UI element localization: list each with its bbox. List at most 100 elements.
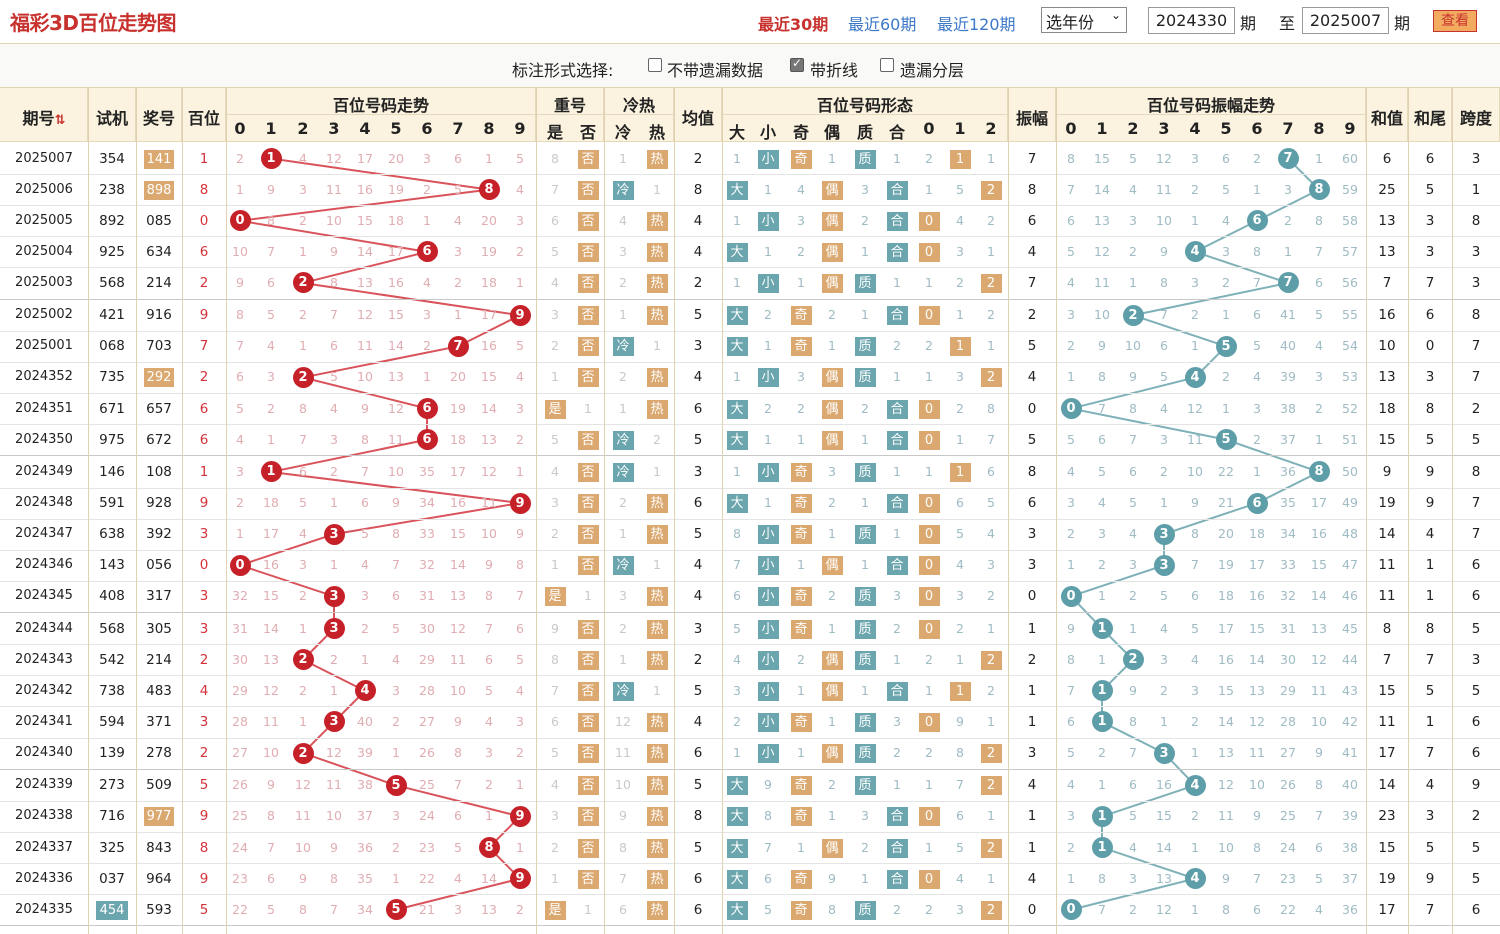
amp-cell: 4 xyxy=(1027,777,1037,794)
form-cell: 奇 xyxy=(787,462,815,482)
trend-miss: 4 xyxy=(392,651,400,667)
amp-miss: 2 xyxy=(1160,463,1168,479)
layer-checkbox[interactable] xyxy=(880,58,894,72)
layer-label[interactable]: 遗漏分层 xyxy=(900,61,965,80)
form-badge: 偶 xyxy=(821,273,843,293)
hotcold-cell: 热 xyxy=(643,525,671,545)
hotcold-cell: 冷 xyxy=(609,462,637,482)
span-cell: 8 xyxy=(1471,307,1481,324)
column-divider xyxy=(1008,88,1009,934)
form-miss: 1 xyxy=(893,274,901,290)
recent-120-link[interactable]: 最近120期 xyxy=(937,15,1016,34)
form-cell: 大 xyxy=(723,430,751,450)
form-cell: 2 xyxy=(977,368,1005,388)
start-issue-input[interactable]: 2024330 xyxy=(1148,7,1235,34)
win-cell: 056 xyxy=(146,557,172,574)
hot-badge: 热 xyxy=(646,149,668,169)
test-cell: 671 xyxy=(99,400,125,417)
form-cell: 偶 xyxy=(818,242,846,262)
trend-miss: 3 xyxy=(392,808,400,824)
hot-badge: 热 xyxy=(646,807,668,827)
year-select[interactable]: 选年份 ⌄ xyxy=(1041,7,1127,33)
form-miss: 3 xyxy=(861,181,869,197)
recent-60-link[interactable]: 最近60期 xyxy=(848,15,917,34)
trend-miss: 8 xyxy=(361,431,369,447)
issue-cell: 2024338 xyxy=(15,808,73,824)
form-badge: 偶 xyxy=(821,744,843,764)
form-miss: 2 xyxy=(764,400,772,416)
polyline-label[interactable]: 带折线 xyxy=(810,61,859,80)
end-issue-input[interactable]: 2025007 xyxy=(1302,7,1389,34)
amp-miss: 8 xyxy=(1067,150,1075,166)
trend-miss: 5 xyxy=(516,651,524,667)
amp-cell: 1 xyxy=(1027,713,1037,730)
trend-miss: 2 xyxy=(361,620,369,636)
hotcold-cell: 冷 xyxy=(609,180,637,200)
form-miss: 2 xyxy=(828,307,836,323)
amp-digit-header: 0 xyxy=(1065,119,1077,138)
sort-icon[interactable]: ⇅ xyxy=(54,113,66,128)
form-miss: 1 xyxy=(733,274,741,290)
test-cell: 568 xyxy=(99,274,125,291)
trend-miss: 15 xyxy=(357,212,373,228)
amp-miss: 13 xyxy=(1311,620,1327,636)
form-cell: 奇 xyxy=(787,525,815,545)
hot-badge: 热 xyxy=(646,587,668,607)
form-cell: 0 xyxy=(915,525,943,545)
trend-miss: 5 xyxy=(516,150,524,166)
amp-miss: 58 xyxy=(1342,212,1358,228)
r0-header: 0 xyxy=(923,119,935,138)
tail-cell: 0 xyxy=(1425,338,1435,355)
trend-miss: 10 xyxy=(388,463,404,479)
amp-miss: 53 xyxy=(1342,369,1358,385)
form-miss: 4 xyxy=(956,870,964,886)
row-divider xyxy=(0,580,1500,582)
form-cell: 奇 xyxy=(787,807,815,827)
amp-miss: 8 xyxy=(1067,651,1075,667)
amp-miss: 8 xyxy=(1098,369,1106,385)
amp-header-label: 振幅 xyxy=(1015,109,1048,128)
amp-miss: 6 xyxy=(1160,338,1168,354)
amp-miss: 4 xyxy=(1315,338,1323,354)
trend-miss: 8 xyxy=(516,557,524,573)
trend-miss: 3 xyxy=(516,713,524,729)
repeat-miss: 8 xyxy=(551,651,559,667)
form-miss: 2 xyxy=(987,307,995,323)
hotcold-miss: 6 xyxy=(619,901,627,917)
amp-miss: 4 xyxy=(1253,369,1261,385)
test-cell: 542 xyxy=(99,651,125,668)
query-button[interactable]: 查看 xyxy=(1433,10,1477,32)
amp-miss: 24 xyxy=(1280,839,1296,855)
sum-cell: 15 xyxy=(1378,839,1396,856)
trend-miss: 7 xyxy=(299,431,307,447)
issue-cell: 2025001 xyxy=(15,338,73,354)
amp-miss: 3 xyxy=(1191,682,1199,698)
trend-miss: 8 xyxy=(299,901,307,917)
row-divider xyxy=(0,925,1500,927)
trend-miss: 15 xyxy=(450,526,466,542)
test-cell: 143 xyxy=(99,557,125,574)
recent-30-link[interactable]: 最近30期 xyxy=(758,15,829,34)
hund-cell: 0 xyxy=(199,557,209,574)
trend-miss: 12 xyxy=(388,400,404,416)
sum-cell: 17 xyxy=(1378,901,1396,918)
row-divider xyxy=(0,424,1500,426)
amp-miss: 7 xyxy=(1098,901,1106,917)
no-miss-checkbox[interactable] xyxy=(648,58,662,72)
polyline-checkbox[interactable] xyxy=(790,56,804,72)
form-cell: 合 xyxy=(883,807,911,827)
trend-digit-header: 3 xyxy=(328,119,340,138)
row-divider xyxy=(0,675,1500,677)
trend-ball: 0 xyxy=(229,554,251,576)
no-miss-label[interactable]: 不带遗漏数据 xyxy=(667,61,764,80)
win-cell: 509 xyxy=(146,777,172,794)
amp-cell: 0 xyxy=(1027,901,1037,918)
trend-miss: 40 xyxy=(357,713,373,729)
form-badge: 奇 xyxy=(790,776,812,796)
trend-miss: 5 xyxy=(330,369,338,385)
form-cell: 质 xyxy=(851,462,879,482)
form-miss: 1 xyxy=(987,808,995,824)
form-badge: 小 xyxy=(757,556,779,576)
form-badge: 合 xyxy=(886,180,908,200)
trend-miss: 2 xyxy=(423,338,431,354)
